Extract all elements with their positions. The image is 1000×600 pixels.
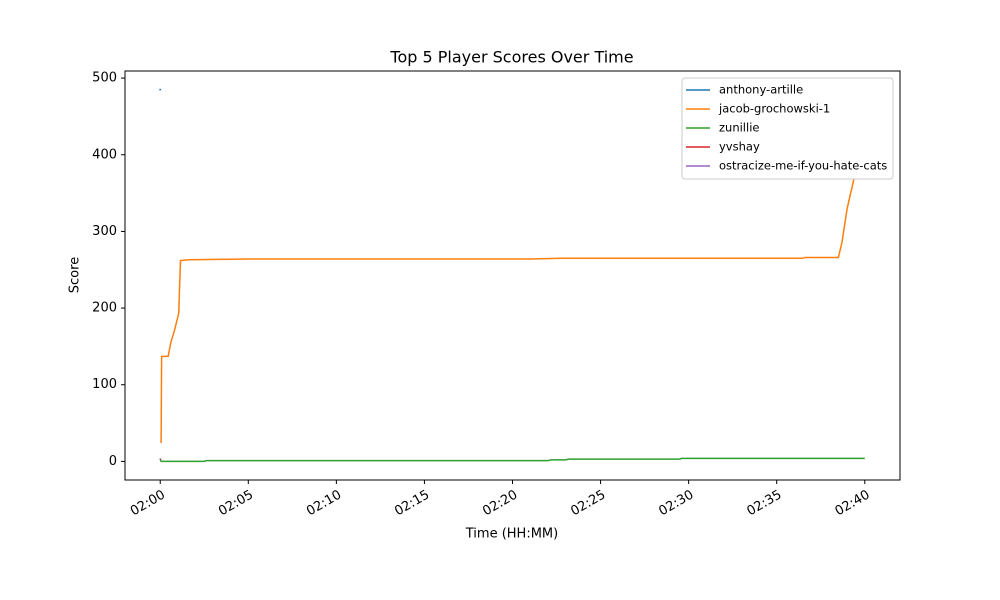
legend-label: zunillie	[719, 121, 759, 135]
legend-label: anthony-artille	[719, 83, 803, 97]
x-tick-label: 02:00	[128, 488, 168, 520]
x-axis-label: Time (HH:MM)	[465, 527, 558, 542]
x-tick-label: 02:10	[304, 488, 344, 520]
y-tick-label: 100	[92, 377, 117, 392]
chart-title: Top 5 Player Scores Over Time	[389, 48, 633, 67]
x-tick-label: 02:40	[833, 488, 873, 520]
y-tick-label: 400	[92, 147, 117, 162]
legend-box	[681, 77, 894, 180]
y-tick-label: 200	[92, 301, 117, 316]
series-line	[160, 110, 866, 444]
x-tick-label: 02:35	[745, 488, 785, 520]
series-line	[159, 457, 865, 463]
x-tick-label: 02:25	[568, 488, 608, 520]
y-axis-label: Score	[68, 257, 83, 293]
y-tick-label: 300	[92, 224, 117, 239]
x-tick-label: 02:30	[656, 488, 696, 520]
x-tick-label: 02:15	[392, 488, 432, 520]
y-tick-label: 0	[109, 454, 117, 469]
y-tick-label: 500	[92, 71, 117, 86]
legend-label: jacob-grochowski-1	[718, 102, 830, 116]
x-tick-label: 02:20	[480, 488, 520, 520]
x-tick-label: 02:05	[216, 488, 256, 520]
legend-label: yvshay	[719, 140, 760, 154]
plot-frame	[124, 70, 901, 481]
legend-label: ostracize-me-if-you-hate-cats	[719, 159, 887, 173]
